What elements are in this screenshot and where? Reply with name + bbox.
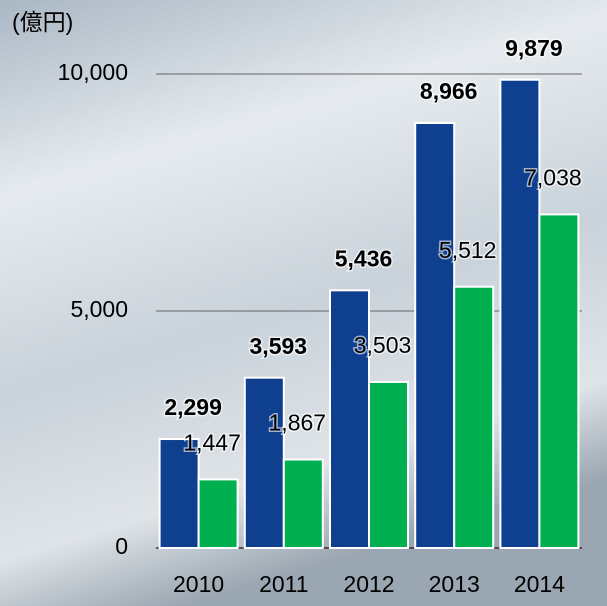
bar xyxy=(368,380,409,549)
value-label: 1,447 xyxy=(183,429,241,455)
value-label: 5,436 xyxy=(335,245,393,271)
bar xyxy=(499,78,541,549)
bar xyxy=(243,376,285,549)
y-tick-label: 10,000 xyxy=(58,59,128,85)
bar xyxy=(158,438,200,550)
y-axis-label: (億円) xyxy=(12,9,73,35)
bar xyxy=(414,122,456,549)
x-tick-label: 2014 xyxy=(514,571,565,597)
value-label: 3,503 xyxy=(354,332,412,358)
x-tick-label: 2012 xyxy=(343,571,394,597)
value-label: 5,512 xyxy=(439,237,497,263)
bar xyxy=(329,289,370,549)
bar xyxy=(453,285,495,549)
x-tick-label: 2010 xyxy=(173,571,224,597)
value-label: 9,879 xyxy=(505,35,563,61)
y-tick-label: 5,000 xyxy=(70,296,128,322)
value-label: 7,038 xyxy=(524,164,582,190)
value-label: 3,593 xyxy=(250,333,308,359)
bar xyxy=(538,213,580,549)
x-tick-label: 2013 xyxy=(429,571,480,597)
x-tick-label: 2011 xyxy=(259,571,308,597)
bar xyxy=(197,478,239,549)
y-tick-label: 0 xyxy=(115,533,128,559)
bar xyxy=(282,458,324,550)
value-label: 1,867 xyxy=(269,410,327,436)
value-label: 8,966 xyxy=(420,78,478,104)
value-label: 2,299 xyxy=(164,394,222,420)
